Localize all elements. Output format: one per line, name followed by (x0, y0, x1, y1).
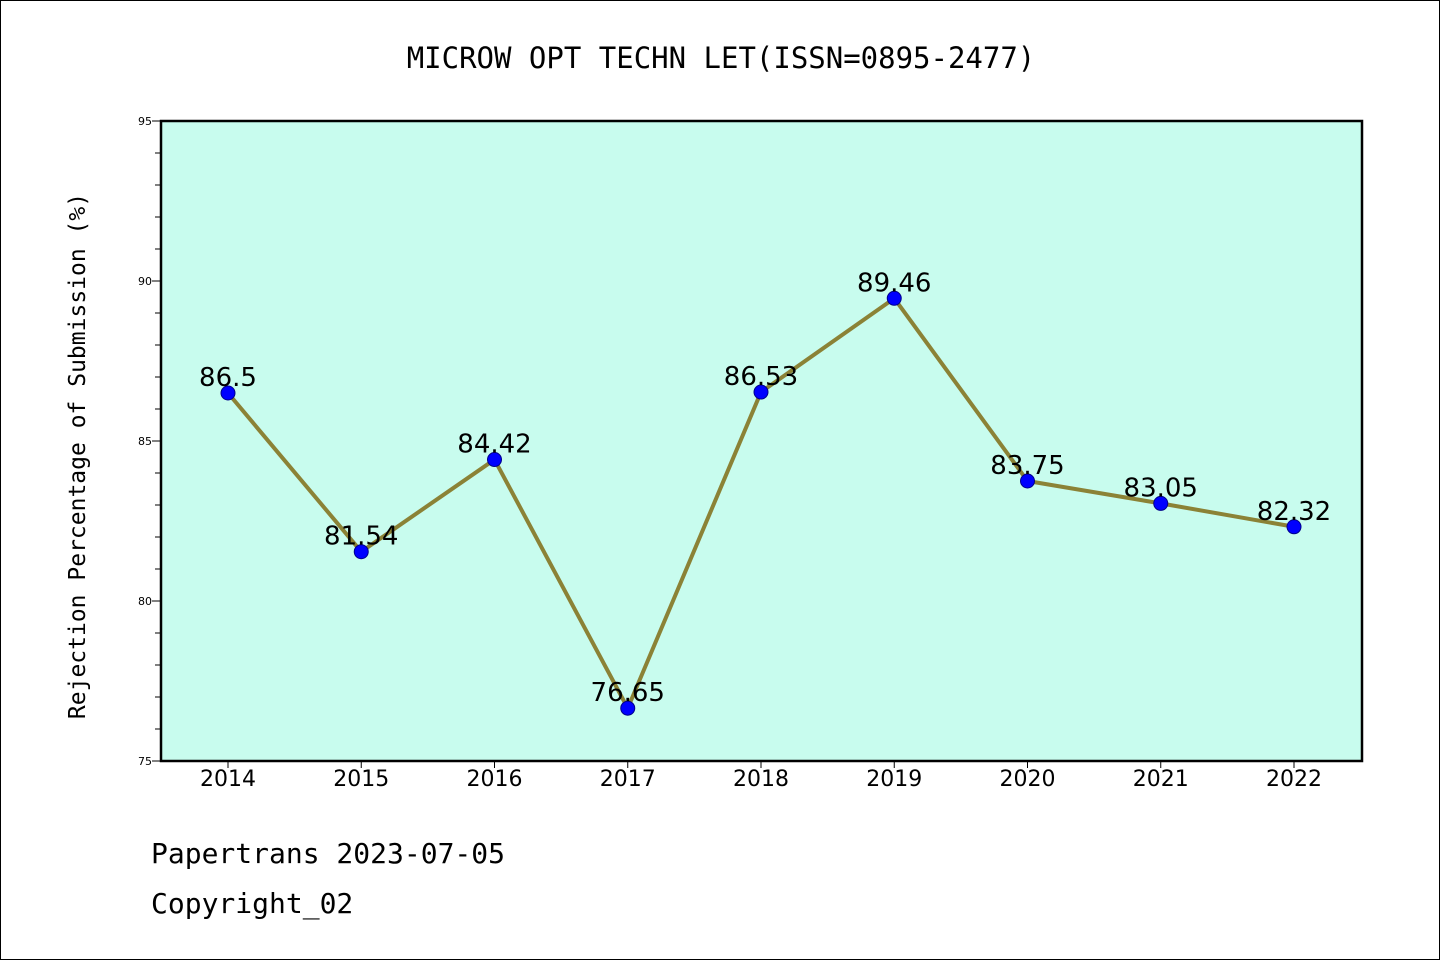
data-label: 81.54 (324, 522, 398, 552)
x-tick-label: 2021 (1133, 767, 1189, 792)
data-label: 76.65 (591, 678, 665, 708)
x-tick-label: 2018 (733, 767, 789, 792)
data-label: 84.42 (457, 430, 531, 460)
plot-area (159, 119, 1364, 763)
x-tick-label: 2019 (866, 767, 922, 792)
x-tick-label: 2016 (467, 767, 523, 792)
data-point-marker (620, 700, 636, 716)
x-tick-label: 2014 (200, 767, 256, 792)
y-tick-label: 95 (138, 115, 152, 128)
x-tick-label: 2017 (600, 767, 656, 792)
data-label: 89.46 (857, 268, 931, 298)
data-label: 83.05 (1124, 473, 1198, 503)
y-tick-label: 75 (138, 755, 152, 768)
data-point-marker (487, 452, 502, 468)
y-tick-label: 90 (138, 275, 152, 288)
data-label: 82.32 (1257, 497, 1331, 527)
data-label: 86.53 (724, 362, 798, 392)
data-point-marker (1286, 519, 1302, 535)
x-tick-label: 2015 (333, 767, 389, 792)
data-point-marker (886, 290, 902, 306)
data-point-marker (220, 385, 236, 401)
y-tick-label: 80 (138, 595, 152, 608)
data-label: 83.75 (990, 451, 1064, 481)
y-tick-label: 85 (138, 435, 152, 448)
chart-title: MICROW OPT TECHN LET(ISSN=0895-2477) (407, 41, 1036, 75)
data-point-marker (753, 384, 769, 400)
footer-copyright-text: Copyright_02 (151, 887, 354, 920)
data-point-marker (1153, 495, 1169, 511)
data-point-marker (353, 544, 369, 560)
footer-date-text: Papertrans 2023-07-05 (151, 837, 506, 870)
data-point-marker (1020, 473, 1035, 489)
y-axis-label: Rejection Percentage of Submission (%) (65, 193, 91, 719)
x-tick-label: 2020 (1000, 767, 1056, 792)
x-tick-label: 2022 (1266, 767, 1322, 792)
data-label: 86.5 (199, 363, 257, 393)
